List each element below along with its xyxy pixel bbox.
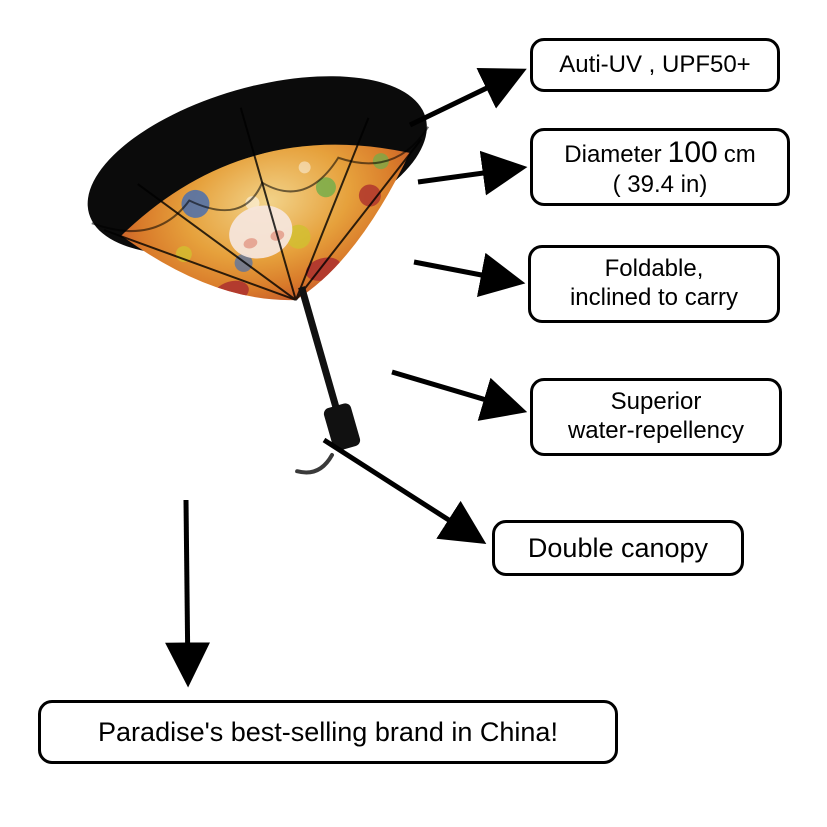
bottom-tagline-text: Paradise's best-selling brand in China! (98, 717, 558, 748)
feature-text-2: water-repellency (568, 417, 744, 446)
feature-box-uv: Auti-UV , UPF50+ (530, 38, 780, 92)
feature-text: Auti-UV , UPF50+ (559, 51, 750, 80)
umbrella-svg (70, 55, 450, 475)
feature-text-2: ( 39.4 in) (613, 171, 708, 200)
feature-box-diameter: Diameter100cm ( 39.4 in) (530, 128, 790, 206)
umbrella-illustration (70, 55, 450, 475)
feature-text-2: inclined to carry (570, 284, 738, 313)
feature-text: Double canopy (528, 532, 708, 564)
feature-box-canopy: Double canopy (492, 520, 744, 576)
feature-box-water: Superior water-repellency (530, 378, 782, 456)
feature-text: Superior (611, 388, 702, 417)
feature-text: Diameter100cm (564, 135, 755, 171)
feature-text: Foldable, (605, 255, 704, 284)
arrow-bottom (186, 500, 188, 680)
bottom-tagline-box: Paradise's best-selling brand in China! (38, 700, 618, 764)
infographic-stage: Auti-UV , UPF50+ Diameter100cm ( 39.4 in… (0, 0, 827, 827)
feature-box-foldable: Foldable, inclined to carry (528, 245, 780, 323)
